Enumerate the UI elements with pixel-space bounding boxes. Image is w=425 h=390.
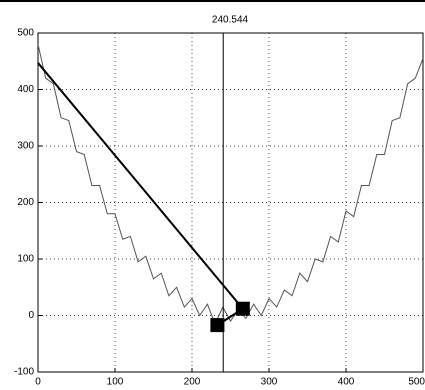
x-tick-label: 0 <box>35 377 41 388</box>
y-tick-label: 500 <box>17 28 34 39</box>
y-tick-label: 300 <box>17 141 34 152</box>
y-tick-label: 0 <box>28 310 34 321</box>
square-marker <box>235 301 250 316</box>
axes-frame <box>37 32 424 373</box>
square-marker <box>210 318 225 333</box>
chart-title: 240.544 <box>212 15 249 26</box>
y-tick-label: -100 <box>14 367 34 378</box>
x-tick-label: 400 <box>338 377 355 388</box>
y-tick-label: 400 <box>17 84 34 95</box>
x-tick-label: 300 <box>261 377 278 388</box>
y-tick-label: 100 <box>17 254 34 265</box>
noisy-line <box>37 44 424 326</box>
x-tick-label: 200 <box>184 377 201 388</box>
x-tick-label: 100 <box>107 377 124 388</box>
y-tick-label: 200 <box>17 197 34 208</box>
x-tick-label: 500 <box>408 377 425 388</box>
